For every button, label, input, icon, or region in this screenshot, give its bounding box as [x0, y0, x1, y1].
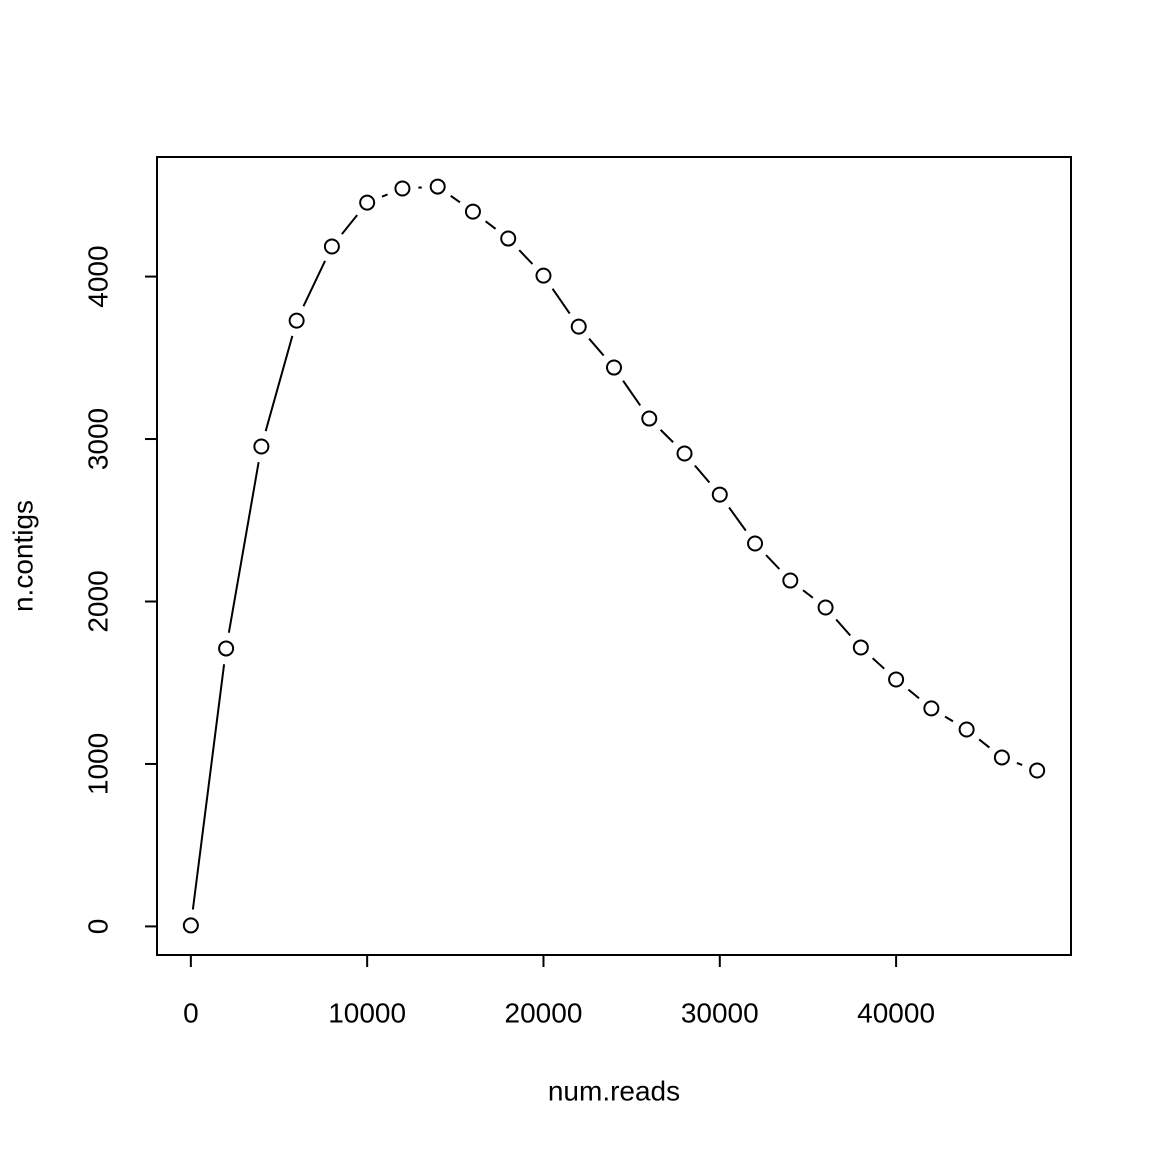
x-tick-label: 10000 [328, 997, 406, 1028]
data-point [641, 410, 658, 427]
x-tick-label: 20000 [505, 997, 583, 1028]
plot-frame [156, 156, 1072, 956]
data-point [253, 438, 270, 455]
y-tick-label: 4000 [82, 245, 113, 307]
y-tick-label: 3000 [82, 408, 113, 470]
data-point [394, 180, 411, 197]
data-point [182, 917, 199, 934]
data-point [500, 230, 517, 247]
x-tick-label: 40000 [857, 997, 935, 1028]
data-point [888, 671, 905, 688]
data-point [747, 535, 764, 552]
data-point [606, 359, 622, 376]
data-point [535, 267, 552, 284]
data-point [958, 721, 975, 738]
data-point [676, 445, 693, 462]
x-axis-label: num.reads [548, 1075, 680, 1106]
data-point [218, 640, 235, 657]
data-point [359, 194, 376, 211]
data-point [570, 318, 587, 335]
data-point [1029, 762, 1046, 779]
data-line [189, 185, 1038, 926]
data-point [782, 572, 799, 589]
data-point [817, 599, 834, 616]
data-point [852, 639, 869, 656]
data-point [711, 486, 728, 503]
y-tick-label: 0 [82, 919, 113, 935]
y-axis-label: n.contigs [7, 500, 38, 612]
data-point [464, 203, 481, 220]
data-point [993, 749, 1010, 766]
y-tick-label: 2000 [82, 570, 113, 632]
x-tick-label: 0 [183, 997, 199, 1028]
data-point [288, 312, 305, 329]
data-point [923, 700, 940, 717]
y-tick-label: 1000 [82, 733, 113, 795]
x-tick-label: 30000 [681, 997, 759, 1028]
data-point [323, 238, 340, 255]
data-point [429, 178, 446, 195]
